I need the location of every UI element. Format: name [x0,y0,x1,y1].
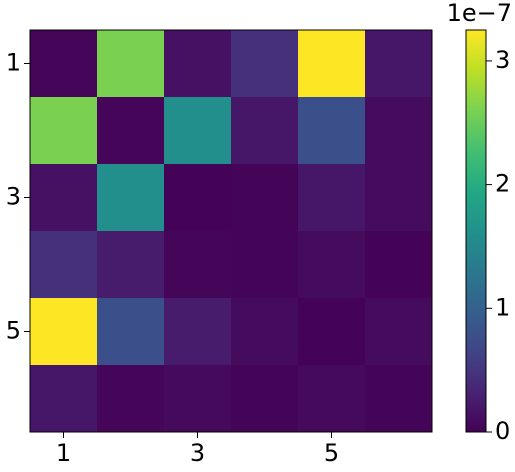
colorbar-tick-label: 1 [495,293,510,321]
heatmap-cell [231,298,299,366]
heatmap-cell [164,30,232,98]
heatmap-cell [365,365,433,433]
colorbar [465,29,487,433]
heatmap-cell [298,97,366,165]
heatmap-cell [365,298,433,366]
heatmap-cell [298,365,366,433]
heatmap-cell [164,298,232,366]
heatmap-cell [97,30,165,98]
heatmap-cell [30,97,98,165]
y-tick-label: 1 [6,49,21,77]
heatmap-cell [365,97,433,165]
colorbar-tick-label: 2 [495,170,510,198]
heatmap-cell [164,97,232,165]
colorbar-tick-label: 0 [495,417,510,445]
x-tick-label: 3 [190,439,205,467]
heatmap-cell [231,164,299,232]
heatmap-cell [231,97,299,165]
x-tick-label: 1 [56,439,71,467]
heatmap-cell [30,164,98,232]
heatmap-cell [97,164,165,232]
heatmap-cell [97,231,165,299]
heatmap-cell [97,298,165,366]
y-tick-label: 5 [6,317,21,345]
y-tick-label: 3 [6,183,21,211]
heatmap-cell [30,30,98,98]
heatmap-cell [365,231,433,299]
heatmap-cell [365,30,433,98]
heatmap-cell [97,365,165,433]
heatmap-cell [231,231,299,299]
heatmap-cell [97,97,165,165]
heatmap-cell [164,231,232,299]
colorbar-tick-label: 3 [495,46,510,74]
heatmap-cell [231,365,299,433]
heatmap-cell [298,164,366,232]
heatmap-cell [298,30,366,98]
heatmap-cell [365,164,433,232]
colorbar-offset: 1e−7 [447,0,512,27]
plot-frame [29,29,433,433]
heatmap-cell [30,365,98,433]
heatmap-cell [164,365,232,433]
heatmap-cell [30,231,98,299]
heatmap-cell [231,30,299,98]
x-tick-label: 5 [324,439,339,467]
heatmap-cell [298,298,366,366]
heatmap-cell [30,298,98,366]
heatmap-cell [164,164,232,232]
heatmap-cell [298,231,366,299]
